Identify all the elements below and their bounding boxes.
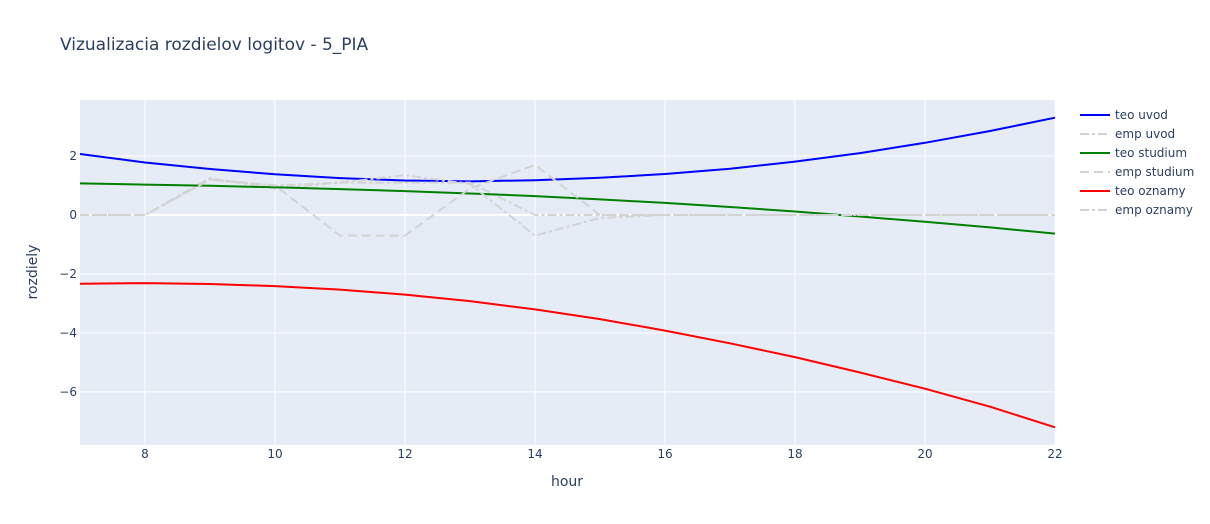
- x-tick-label: 12: [397, 447, 412, 461]
- legend-item[interactable]: teo oznamy: [1080, 184, 1186, 198]
- x-tick-label: 18: [787, 447, 802, 461]
- legend-item[interactable]: emp uvod: [1080, 127, 1175, 141]
- y-tick-label: −2: [59, 267, 77, 281]
- legend-item[interactable]: teo uvod: [1080, 108, 1168, 122]
- legend-label: emp uvod: [1115, 127, 1175, 141]
- legend-item[interactable]: emp studium: [1080, 165, 1194, 179]
- x-tick-label: 10: [267, 447, 282, 461]
- x-axis-title: hour: [551, 474, 583, 490]
- series-line-emp-studium: [80, 163, 1055, 237]
- legend-label: emp studium: [1115, 165, 1194, 179]
- series-layer: [79, 116, 1056, 429]
- legend-label: teo oznamy: [1115, 184, 1186, 198]
- x-tick-label: 20: [917, 447, 932, 461]
- series-line-teo-uvod: [79, 116, 1056, 183]
- legend-item[interactable]: emp oznamy: [1080, 203, 1193, 217]
- chart-title: Vizualizacia rozdielov logitov - 5_PIA: [60, 35, 369, 55]
- x-tick-label: 14: [527, 447, 542, 461]
- y-tick-label: 2: [69, 149, 77, 163]
- y-tick-label: −6: [59, 385, 77, 399]
- y-axis-ticks: 2 0 −2 −4 −6: [59, 149, 77, 399]
- series-line-teo-studium: [79, 182, 1056, 235]
- y-axis-title: rozdiely: [25, 245, 41, 300]
- legend-label: teo studium: [1115, 146, 1187, 160]
- series-line-emp-oznamy: [80, 174, 1055, 237]
- x-axis-ticks: 8 10 12 14 16 18 20 22: [141, 447, 1062, 461]
- legend-label: teo uvod: [1115, 108, 1168, 122]
- x-tick-label: 22: [1047, 447, 1062, 461]
- y-tick-label: 0: [69, 208, 77, 222]
- legend: teo uvod emp uvod teo studium emp studium te…: [1080, 108, 1194, 217]
- x-tick-label: 16: [657, 447, 672, 461]
- legend-item[interactable]: teo studium: [1080, 146, 1187, 160]
- series-line-teo-oznamy: [79, 282, 1056, 429]
- plot-area: [80, 100, 1055, 445]
- x-tick-label: 8: [141, 447, 149, 461]
- y-tick-label: −4: [59, 326, 77, 340]
- legend-label: emp oznamy: [1115, 203, 1193, 217]
